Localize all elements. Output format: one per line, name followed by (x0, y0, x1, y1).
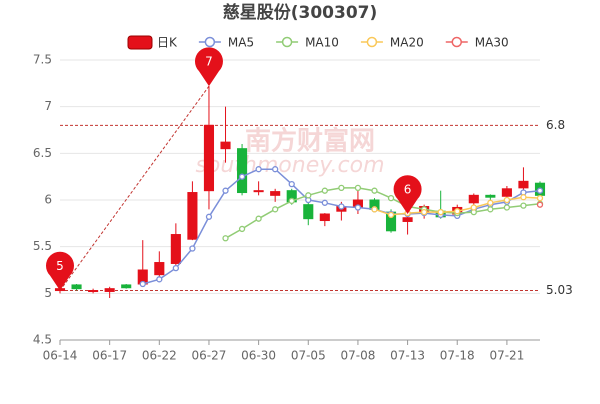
pin-label: 5 (56, 259, 64, 273)
x-tick-label: 06-30 (241, 349, 276, 363)
ma-point (272, 206, 279, 213)
legend-swatch (281, 36, 293, 48)
ma-point (255, 166, 262, 173)
candle-body (104, 288, 115, 292)
ma-point (487, 206, 494, 213)
ma-point (503, 204, 511, 211)
candle-body (121, 284, 132, 289)
ma-point (238, 225, 246, 233)
ma-point (520, 202, 527, 209)
ma-point (172, 264, 180, 272)
mark-line-label: 5.03 (546, 283, 573, 297)
candle-body (237, 148, 248, 194)
legend-label: MA10 (305, 36, 339, 50)
x-tick-label: 07-18 (440, 349, 475, 363)
legend-label: MA20 (390, 36, 424, 50)
x-tick-label: 07-08 (340, 349, 375, 363)
pin-label: 6 (404, 183, 412, 197)
ma-point (503, 196, 511, 204)
candle-body (501, 188, 512, 197)
candle-body (71, 284, 82, 290)
mark-line-label: 6.8 (546, 118, 565, 132)
y-tick-label: 6.5 (33, 146, 52, 160)
ma-point (288, 197, 295, 205)
ma-point (470, 204, 477, 211)
ma-point (272, 166, 279, 173)
legend-swatch (127, 35, 153, 50)
pin-marker (46, 251, 74, 291)
candle-body (518, 180, 529, 189)
watermark: southmoney.com (195, 153, 384, 178)
legend-swatch (451, 36, 463, 48)
y-tick-label: 7 (44, 99, 52, 113)
x-tick-label: 07-13 (390, 349, 425, 363)
pin-marker (393, 175, 422, 214)
candle-body (154, 262, 165, 276)
ma-point (454, 208, 461, 215)
x-tick-label: 07-21 (489, 349, 524, 363)
legend-swatch (366, 36, 378, 48)
candle-body (253, 190, 264, 193)
candle-body (220, 141, 231, 150)
candle-body (270, 191, 281, 196)
candle-body (187, 192, 198, 240)
x-tick-label: 06-14 (43, 349, 78, 363)
x-tick-label: 06-27 (192, 349, 227, 363)
ma-point (354, 204, 362, 211)
legend-swatch (204, 36, 216, 48)
pin-label: 7 (205, 55, 213, 69)
ma-point (520, 194, 527, 201)
ma-point (222, 235, 229, 242)
candle-body (88, 290, 99, 293)
y-tick-label: 4.5 (33, 333, 52, 347)
chart-title: 慈星股份(300307) (223, 2, 378, 23)
trend-line (59, 85, 210, 291)
ma-point (371, 187, 378, 194)
ma-point (420, 208, 428, 216)
candle-body (319, 213, 330, 222)
ma-point (222, 187, 229, 194)
ma-point (387, 194, 395, 202)
y-tick-label: 5.5 (33, 239, 52, 253)
ma-point (536, 194, 544, 202)
ma-point (255, 215, 262, 222)
ma-point (371, 206, 378, 213)
candle-body (203, 124, 215, 192)
y-tick-label: 5 (44, 286, 52, 300)
ma-point (387, 211, 395, 219)
ma-point (536, 201, 544, 208)
ma-point (321, 199, 328, 206)
x-tick-label: 07-05 (291, 349, 326, 363)
pin-marker (194, 47, 223, 87)
ma-point (338, 203, 345, 210)
ma-point (321, 187, 328, 194)
candle-body (303, 204, 314, 220)
y-tick-label: 7.5 (33, 53, 52, 67)
candle-body (170, 234, 181, 264)
x-tick-label: 06-22 (142, 349, 177, 363)
candle-body (402, 217, 413, 222)
ma-point (536, 187, 544, 194)
y-tick-label: 6 (44, 193, 52, 207)
ma-point (205, 213, 213, 220)
x-tick-label: 06-17 (92, 349, 127, 363)
ma-point (156, 276, 163, 283)
ma-point (238, 173, 246, 180)
legend-label: MA30 (475, 36, 509, 50)
ma-point (288, 180, 295, 188)
watermark: 南方财富网 (245, 126, 375, 157)
ma-point (139, 280, 146, 288)
candle-body (485, 194, 496, 198)
ma-point (305, 192, 312, 199)
legend-label: 日K (157, 36, 178, 50)
ma-point (437, 208, 444, 216)
legend-label: MA5 (228, 36, 254, 50)
ma-point (189, 245, 196, 252)
ma-point (354, 184, 362, 192)
ma-point (338, 184, 345, 192)
candle-body (468, 194, 479, 204)
ma-point (487, 199, 494, 206)
